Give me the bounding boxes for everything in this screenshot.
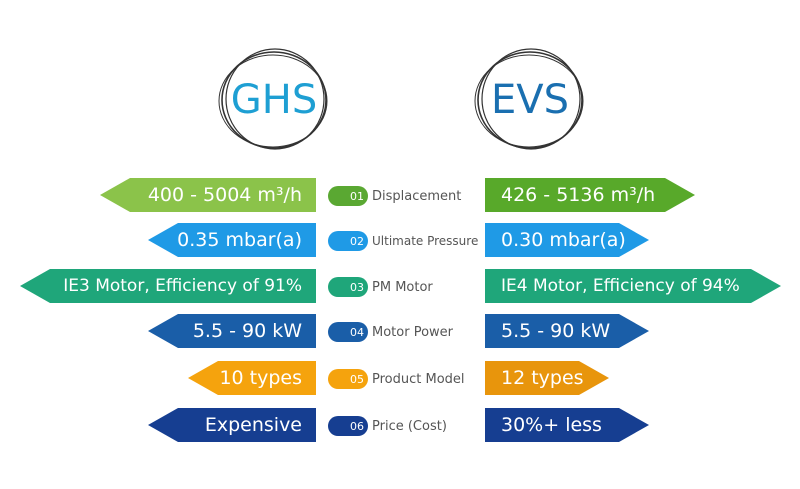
ghs-ultimate-pressure-arrow: 0.35 mbar(a) (148, 223, 316, 257)
evs-logo: EVS (465, 45, 595, 155)
row-label: Price (Cost) (372, 418, 447, 434)
row-label: Product Model (372, 371, 465, 387)
ghs-price-cost-arrow: Expensive (148, 408, 316, 442)
ghs-product-model-arrow: 10 types (188, 361, 316, 395)
row-number-badge: 02 (328, 231, 368, 251)
row-number-badge: 05 (328, 369, 368, 389)
evs-price-cost-arrow: 30%+ less (485, 408, 649, 442)
row-pm-motor: IE3 Motor, Efficiency of 91% 03 PM Motor… (0, 269, 800, 303)
row-product-model: 10 types 05 Product Model 12 types (0, 361, 800, 395)
row-number-badge: 03 (328, 277, 368, 297)
row-label: Displacement (372, 188, 462, 204)
row-number-badge: 01 (328, 186, 368, 206)
row-number-badge: 04 (328, 322, 368, 342)
evs-ultimate-pressure-arrow: 0.30 mbar(a) (485, 223, 649, 257)
row-ultimate-pressure: 0.35 mbar(a) 02 Ultimate Pressure 0.30 m… (0, 223, 800, 257)
evs-displacement-arrow: 426 - 5136 m³/h (485, 178, 695, 212)
ghs-motor-power-arrow: 5.5 - 90 kW (148, 314, 316, 348)
evs-logo-circle-icon (474, 48, 584, 150)
evs-pm-motor-arrow: IE4 Motor, Efficiency of 94% (485, 269, 781, 303)
row-label: Motor Power (372, 324, 454, 340)
ghs-logo-circle-icon (218, 48, 328, 150)
row-price-cost: Expensive 06 Price (Cost) 30%+ less (0, 408, 800, 442)
evs-motor-power-arrow: 5.5 - 90 kW (485, 314, 649, 348)
evs-product-model-arrow: 12 types (485, 361, 609, 395)
ghs-pm-motor-arrow: IE3 Motor, Efficiency of 91% (20, 269, 316, 303)
row-motor-power: 5.5 - 90 kW 04 Motor Power 5.5 - 90 kW (0, 314, 800, 348)
ghs-logo-text: GHS (230, 77, 318, 123)
ghs-logo: GHS (209, 45, 339, 155)
row-label: PM Motor (372, 279, 433, 295)
row-number-badge: 06 (328, 416, 368, 436)
row-displacement: 400 - 5004 m³/h 01 Displacement 426 - 51… (0, 178, 800, 212)
row-label: Ultimate Pressure (372, 234, 479, 248)
ghs-displacement-arrow: 400 - 5004 m³/h (100, 178, 316, 212)
evs-logo-text: EVS (490, 77, 570, 123)
